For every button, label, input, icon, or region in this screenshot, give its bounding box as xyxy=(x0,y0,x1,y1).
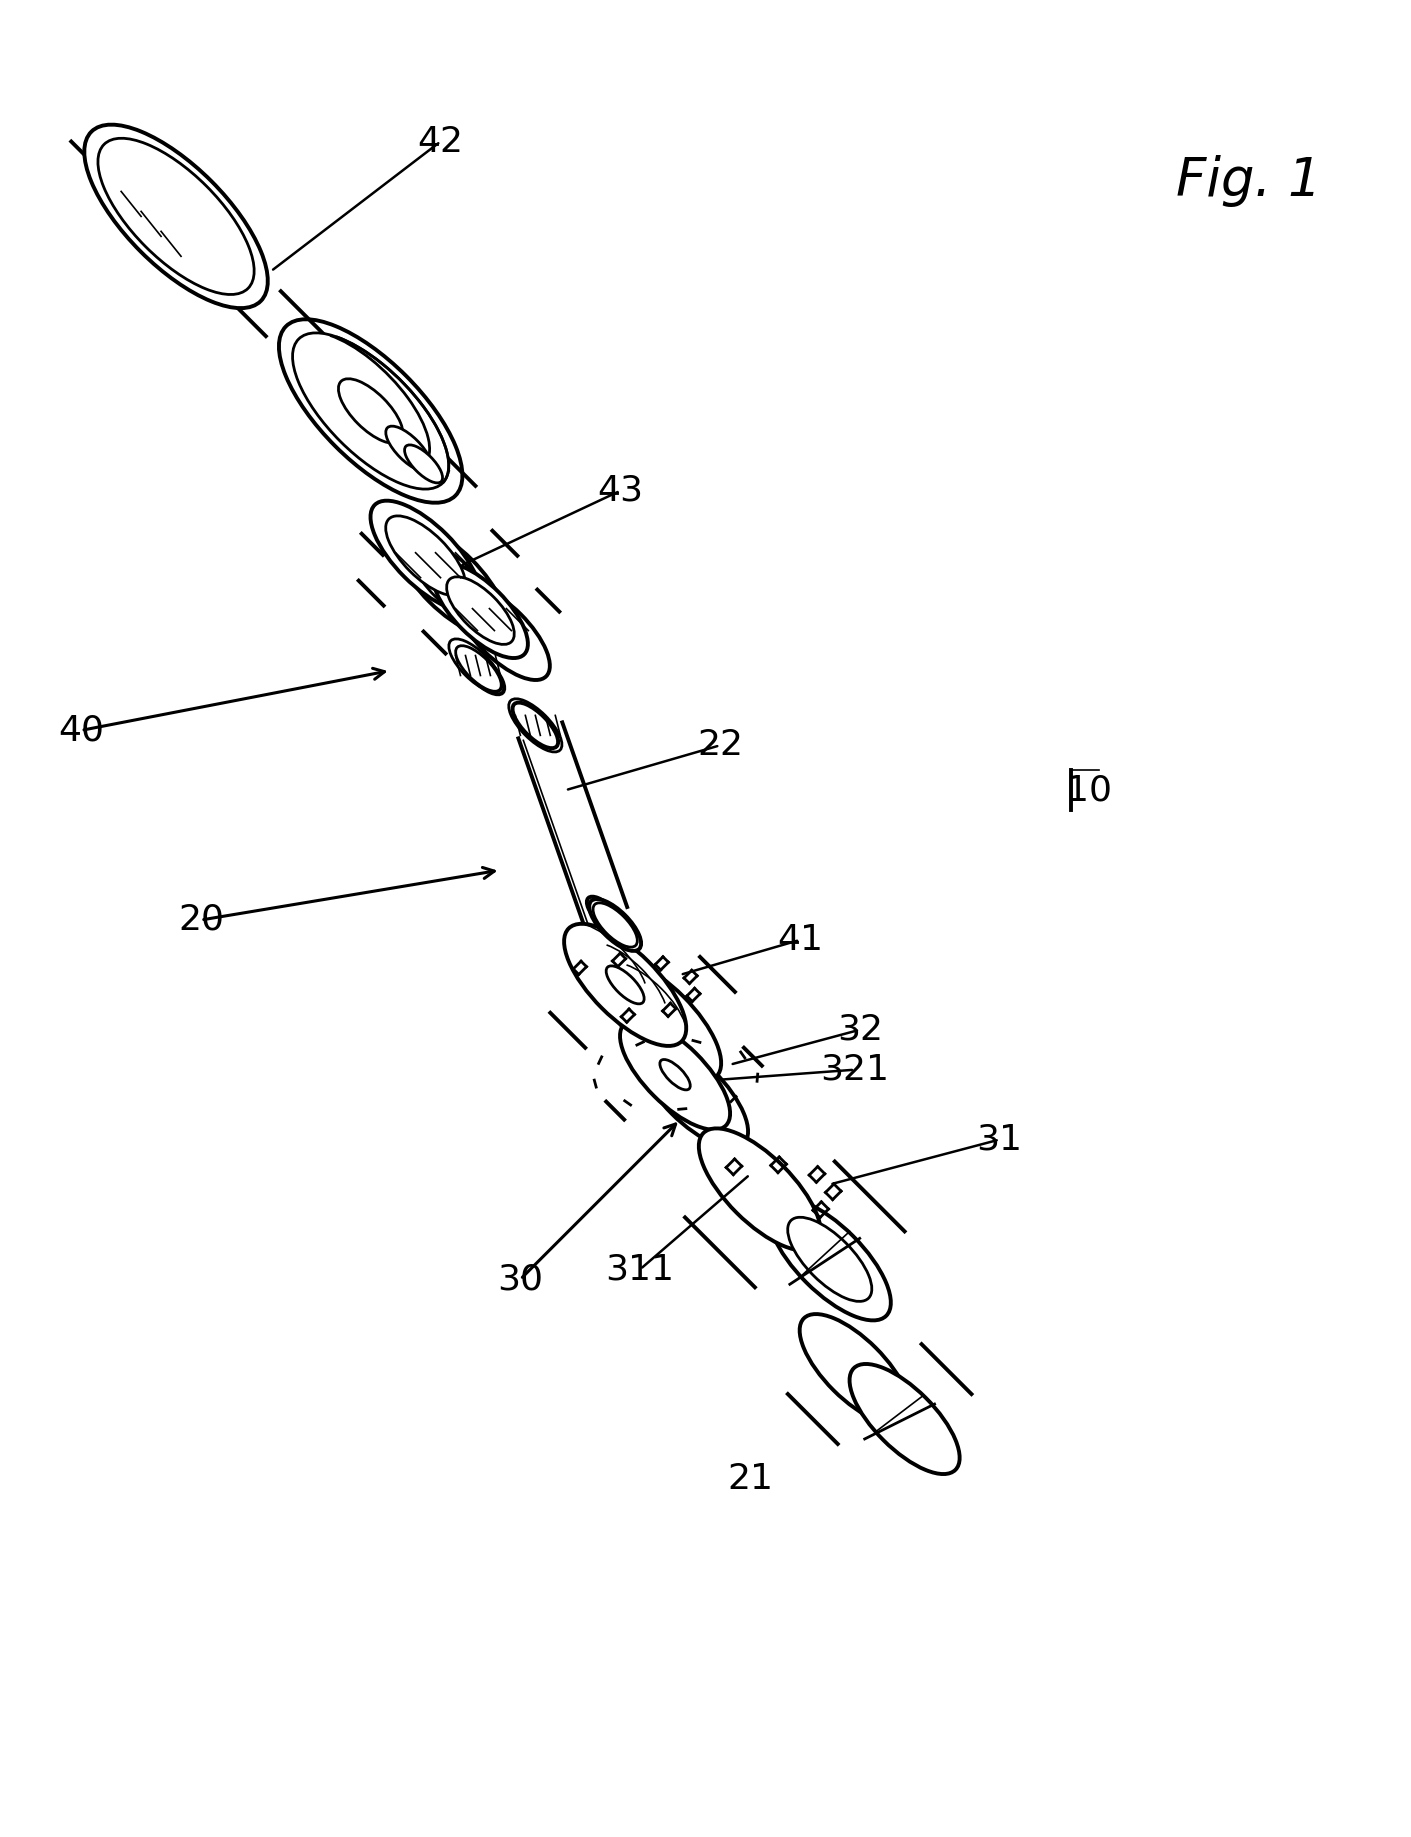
Ellipse shape xyxy=(587,896,624,933)
Ellipse shape xyxy=(433,564,528,658)
Ellipse shape xyxy=(512,702,559,748)
Ellipse shape xyxy=(405,445,443,483)
Ellipse shape xyxy=(447,577,514,645)
Text: 22: 22 xyxy=(697,727,744,762)
Ellipse shape xyxy=(660,1060,690,1089)
Ellipse shape xyxy=(449,639,502,693)
Ellipse shape xyxy=(385,426,432,472)
Text: 32: 32 xyxy=(837,1012,883,1047)
Text: 21: 21 xyxy=(727,1462,773,1495)
Text: 311: 311 xyxy=(605,1253,674,1286)
Ellipse shape xyxy=(590,898,641,952)
Ellipse shape xyxy=(800,1313,910,1424)
Text: 10: 10 xyxy=(1067,773,1112,806)
Ellipse shape xyxy=(97,138,254,294)
Ellipse shape xyxy=(456,645,501,691)
Ellipse shape xyxy=(619,1020,729,1130)
Ellipse shape xyxy=(411,540,491,621)
Text: 40: 40 xyxy=(58,713,104,748)
Ellipse shape xyxy=(600,959,721,1080)
Ellipse shape xyxy=(509,698,562,751)
Text: 20: 20 xyxy=(178,904,224,937)
Ellipse shape xyxy=(787,1218,872,1301)
Ellipse shape xyxy=(385,516,466,595)
Text: 321: 321 xyxy=(820,1053,889,1088)
Ellipse shape xyxy=(279,320,463,503)
Ellipse shape xyxy=(371,502,481,610)
Text: 43: 43 xyxy=(597,474,643,507)
Text: Fig. 1: Fig. 1 xyxy=(1177,156,1322,208)
Ellipse shape xyxy=(593,902,638,948)
Ellipse shape xyxy=(698,1128,821,1251)
Text: 31: 31 xyxy=(976,1122,1023,1157)
Ellipse shape xyxy=(607,966,645,1003)
Ellipse shape xyxy=(85,125,268,309)
Ellipse shape xyxy=(849,1363,959,1473)
Ellipse shape xyxy=(459,648,504,694)
Ellipse shape xyxy=(395,525,505,636)
Ellipse shape xyxy=(339,378,404,443)
Text: 42: 42 xyxy=(418,125,464,158)
Ellipse shape xyxy=(769,1198,890,1321)
Text: 30: 30 xyxy=(497,1262,543,1297)
Ellipse shape xyxy=(292,332,449,489)
Ellipse shape xyxy=(638,1038,748,1148)
Ellipse shape xyxy=(564,924,686,1045)
Text: 41: 41 xyxy=(777,922,823,957)
Ellipse shape xyxy=(454,586,550,680)
